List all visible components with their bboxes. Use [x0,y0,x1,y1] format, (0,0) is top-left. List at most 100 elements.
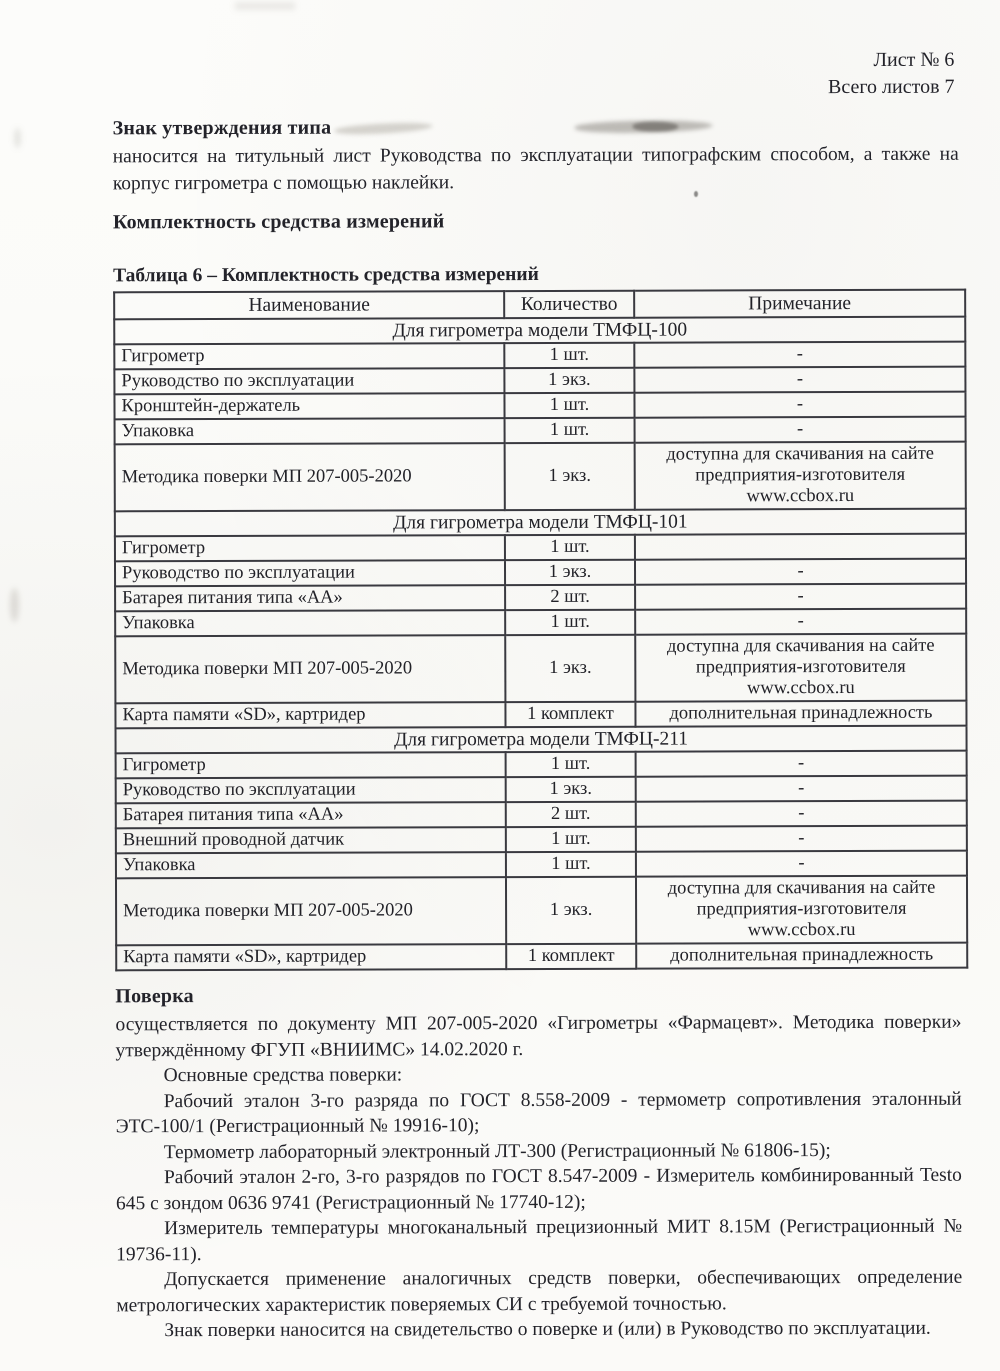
stamp-smudge-icon [632,121,679,132]
table-row: Руководство по эксплуатации 1 экз. - [114,558,967,587]
cell-name: Внешний проводной датчик [115,827,506,854]
group-title: Для гигрометра модели ТМФЦ-101 [114,508,966,537]
cell-name: Методика поверки МП 207-005-2020 [114,443,505,512]
column-header-note: Примечание [634,289,966,318]
scan-artifact [235,2,295,10]
table-row: Гигрометр 1 шт. [114,533,966,562]
cell-quantity: 1 шт. [504,342,635,369]
sheet-total: Всего листов 7 [827,75,955,99]
cell-name: Батарея питания типа «АА» [115,585,506,612]
table-row: Внешний проводной датчик 1 шт. - [115,825,967,854]
cell-quantity: 1 шт. [505,851,636,878]
sheet-number: Лист № 6 [873,48,955,71]
cell-quantity: 1 комплект [506,943,637,970]
table-row: Карта памяти «SD», картридер 1 комплект до… [116,942,968,971]
cell-name: Кронштейн-держатель [114,393,505,420]
column-header-quantity: Количество [504,290,635,319]
group-title: Для гигрометра модели ТМФЦ-100 [114,316,966,345]
table-row: Гигрометр 1 шт. - [115,750,967,779]
cell-note: - [635,750,967,777]
cell-name: Карта памяти «SD», картридер [116,944,507,971]
stamp-smudge-icon [574,119,713,135]
column-header-name: Наименование [114,291,505,320]
verification-paragraph: Рабочий эталон 2-го, 3-го разрядов по ГО… [115,1164,962,1214]
cell-note: - [635,850,967,877]
cell-name: Методика поверки МП 207-005-2020 [115,635,506,704]
completeness-table: Наименование Количество Примечание Для г… [113,289,968,972]
group-title-row: Для гигрометра модели ТМФЦ-211 [115,725,967,754]
cell-note: - [635,608,967,635]
cell-note: - [634,416,966,443]
table-row: Кронштейн-держатель 1 шт. - [114,391,966,420]
cell-quantity: 1 экз. [505,634,636,703]
table-row: Упаковка 1 шт. - [114,416,966,445]
cell-note: доступна для скачивания на сайте предпри… [634,441,966,510]
cell-name: Методика поверки МП 207-005-2020 [115,877,507,946]
cell-note: доступна для скачивания на сайте предпри… [635,875,968,944]
cell-name: Гигрометр [114,535,505,562]
group-title-row: Для гигрометра модели ТМФЦ-101 [114,508,966,537]
cell-note: - [635,583,967,610]
verification-heading: Поверка [115,985,194,1008]
group-title: Для гигрометра модели ТМФЦ-211 [115,725,967,754]
completeness-heading: Комплектность средства измерений [112,210,445,234]
cell-name: Упаковка [114,418,505,445]
cell-quantity: 1 экз. [504,367,635,394]
cell-name: Батарея питания типа «АА» [115,802,506,829]
sheet-info: Лист № 6 Всего листов 7 [112,47,958,104]
cell-quantity: 2 шт. [505,801,636,828]
cell-quantity: 1 экз. [505,876,637,945]
cell-quantity: 1 шт. [505,751,636,778]
cell-name: Руководство по эксплуатации [114,368,505,395]
table-row: Упаковка 1 шт. - [115,608,967,637]
table-row: Батарея питания типа «АА» 2 шт. - [115,800,967,829]
cell-name: Руководство по эксплуатации [114,560,506,587]
cell-quantity: 1 шт. [505,826,636,853]
cell-quantity: 1 экз. [505,776,636,803]
verification-paragraph: Рабочий эталон 3-го разряда по ГОСТ 8.55… [115,1088,962,1138]
cell-note: дополнительная принадлежность [635,700,967,727]
cell-quantity: 1 шт. [505,609,636,636]
cell-note: - [635,775,967,802]
verification-paragraph: Знак поверки наносится на свидетельство … [164,1317,931,1342]
cell-quantity: 1 экз. [504,559,636,586]
table-row: Карта памяти «SD», картридер 1 комплект до… [115,700,967,729]
cell-note: - [635,800,967,827]
cell-name: Упаковка [115,610,506,637]
table-row: Гигрометр 1 шт. - [114,341,966,370]
table-caption: Таблица 6 – Комплектность средства измер… [113,263,539,287]
cell-name: Гигрометр [115,752,506,779]
table-body: Для гигрометра модели ТМФЦ-100 Гигрометр 1… [114,316,968,971]
cell-quantity: 1 комплект [505,701,636,728]
scan-artifact [694,191,698,197]
table-row: Батарея питания типа «АА» 2 шт. - [115,583,967,612]
cell-name: Карта памяти «SD», картридер [115,702,506,729]
approval-mark-heading: Знак утверждения типа [112,116,332,140]
cell-note: - [634,558,967,585]
cell-name: Руководство по эксплуатации [115,777,506,804]
table-row: Руководство по эксплуатации 1 экз. - [114,366,966,395]
cell-quantity: 1 шт. [504,392,635,419]
verification-text: осуществляется по документу МП 207-005-2… [115,1010,962,1344]
verification-paragraph: осуществляется по документу МП 207-005-2… [115,1011,962,1061]
cell-name: Упаковка [115,852,506,879]
group-title-row: Для гигрометра модели ТМФЦ-100 [114,316,966,345]
cell-quantity: 2 шт. [505,584,636,611]
cell-name: Гигрометр [114,343,505,370]
cell-quantity: 1 шт. [504,417,635,444]
cell-note: - [634,341,966,368]
cell-note: дополнительная принадлежность [636,942,968,969]
cell-note: - [634,366,966,393]
cell-note: - [635,825,967,852]
cell-note: доступна для скачивания на сайте предпри… [635,633,967,702]
scan-artifact [14,128,21,148]
stamp-smudge-icon [334,120,433,137]
verification-paragraph: Допускается применение аналогичных средс… [116,1266,963,1316]
cell-quantity: 1 шт. [504,534,635,561]
scan-artifact [10,588,19,622]
verification-paragraph: Измеритель температуры многоканальный пр… [116,1215,963,1265]
table-row: Методика поверки МП 207-005-2020 1 экз. до… [114,441,966,512]
verification-paragraph: Основные средства поверки: [163,1064,403,1087]
approval-mark-text: наносится на титульный лист Руководства … [112,143,959,195]
